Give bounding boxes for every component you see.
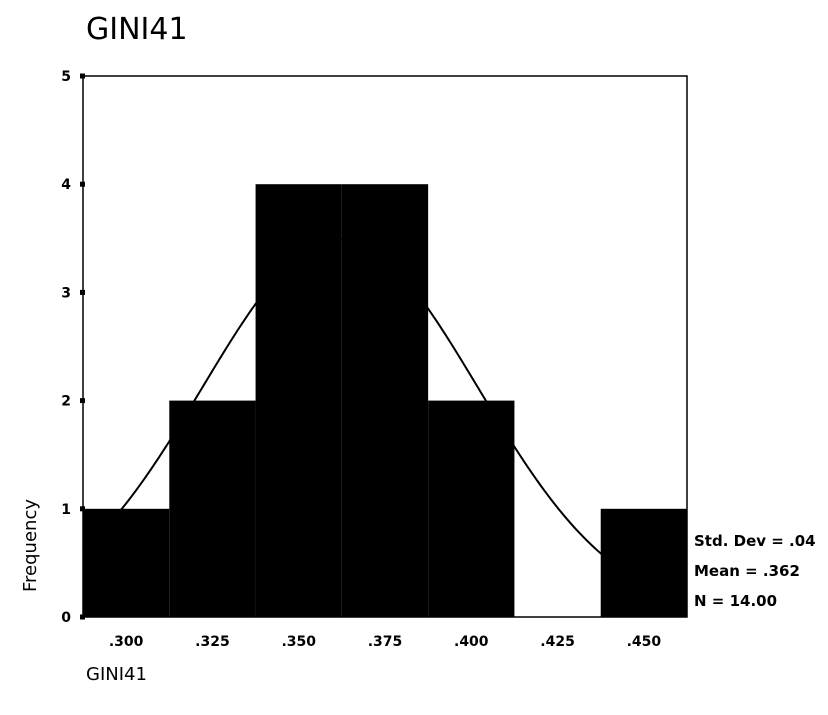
x-tick-label-2: .350 (281, 634, 316, 650)
y-tick-2 (80, 398, 85, 404)
histogram-bar-2 (255, 184, 342, 617)
bars-layer (83, 184, 687, 617)
stats-box: Std. Dev = .04 Mean = .362 N = 14.00 (694, 526, 816, 616)
y-tick-0 (80, 614, 85, 620)
x-tick-label-1: .325 (195, 634, 230, 650)
x-tick-label-3: .375 (368, 634, 403, 650)
x-tick-label-0: .300 (109, 634, 144, 650)
y-tick-label-2: 2 (61, 394, 71, 410)
x-ticks-layer: .300 .325 .350 .375 .400 .425 .450 (109, 634, 662, 650)
normal-curve (82, 238, 688, 602)
std-dev-stat: Std. Dev = .04 (694, 532, 816, 550)
y-tick-label-4: 4 (61, 177, 71, 193)
y-ticks-layer: 0 1 2 3 4 5 (61, 69, 85, 626)
y-tick-3 (80, 289, 85, 295)
curve-layer (82, 238, 688, 602)
y-tick-4 (80, 181, 85, 187)
histogram-bar-3 (341, 184, 429, 617)
y-tick-1 (80, 506, 85, 512)
x-tick-label-6: .450 (627, 634, 662, 650)
y-tick-label-1: 1 (61, 502, 71, 518)
y-tick-label-5: 5 (61, 69, 71, 85)
n-stat: N = 14.00 (694, 592, 778, 610)
histogram-bar-0 (83, 508, 170, 617)
x-tick-label-4: .400 (454, 634, 489, 650)
y-tick-label-0: 0 (61, 610, 71, 626)
x-axis-label: GINI41 (86, 664, 147, 685)
histogram-bar-4 (428, 400, 515, 617)
y-tick-label-3: 3 (61, 285, 71, 301)
histogram-bar-1 (169, 400, 256, 617)
y-tick-5 (80, 73, 85, 79)
histogram-bar-6 (600, 508, 687, 617)
x-tick-label-5: .425 (540, 634, 575, 650)
chart-title: GINI41 (86, 12, 188, 47)
plot-frame (82, 75, 688, 618)
mean-stat: Mean = .362 (694, 562, 800, 580)
